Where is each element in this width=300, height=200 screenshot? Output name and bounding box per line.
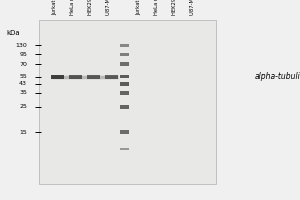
Bar [51,75,64,79]
Text: alpha-tubulin: alpha-tubulin [255,72,300,81]
Text: 95: 95 [19,52,27,57]
Text: 25: 25 [19,104,27,109]
Bar [120,91,129,95]
Bar [39,20,216,184]
Text: HEK293T red.: HEK293T red. [88,0,94,15]
Bar [87,75,100,79]
Text: kDa: kDa [6,30,20,36]
Bar [120,148,129,150]
Bar [120,62,129,66]
Text: HeLa red.: HeLa red. [70,0,76,15]
Text: 35: 35 [19,90,27,95]
Bar [120,75,129,78]
Text: 43: 43 [19,81,27,86]
Bar [120,53,129,56]
Text: HEK293T non-red.: HEK293T non-red. [172,0,178,15]
Bar [120,82,129,86]
Text: 55: 55 [19,74,27,79]
Text: U87-MG non-red.: U87-MG non-red. [190,0,196,15]
Bar [69,75,82,79]
Bar [120,105,129,109]
Text: 15: 15 [19,130,27,135]
Text: U87-MG red.: U87-MG red. [106,0,112,15]
Bar [120,130,129,134]
Text: Jurkat non-red.: Jurkat non-red. [136,0,142,15]
Text: HeLa non-red.: HeLa non-red. [154,0,160,15]
Bar [120,44,129,47]
Text: 70: 70 [19,62,27,67]
Text: Jurkat red.: Jurkat red. [52,0,58,15]
Bar [105,75,118,79]
Text: 130: 130 [15,43,27,48]
